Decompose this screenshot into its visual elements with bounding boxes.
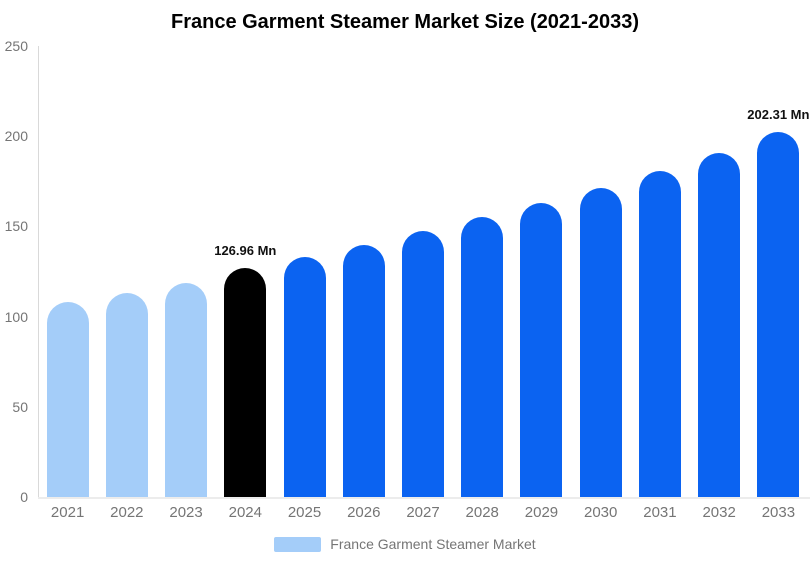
y-axis-line [38, 46, 39, 497]
bar-2029[interactable] [520, 202, 563, 497]
bar-2026[interactable] [342, 244, 385, 497]
bar-value-label-2033: 202.31 Mn [747, 107, 810, 123]
bar-2023[interactable] [165, 282, 208, 497]
bar-2027[interactable] [402, 231, 444, 497]
x-axis-label-2023: 2023 [169, 504, 203, 521]
x-axis-label-2022: 2022 [110, 504, 144, 521]
y-axis-tick-label-200: 200 [4, 128, 28, 145]
x-axis-label-2028: 2028 [465, 504, 499, 521]
bar-2024[interactable] [224, 267, 267, 497]
y-axis-tick-label-100: 100 [4, 308, 28, 325]
x-axis-label-2026: 2026 [347, 504, 381, 521]
x-axis-label-2024: 2024 [228, 504, 262, 521]
legend-label[interactable]: France Garment Steamer Market [330, 536, 536, 552]
x-axis-line [38, 497, 810, 499]
bar-2033[interactable] [757, 132, 800, 497]
bar-value-label-2024: 126.96 Mn [214, 242, 277, 258]
x-axis-label-2027: 2027 [406, 504, 440, 521]
x-axis-label-2030: 2030 [584, 504, 618, 521]
y-axis-tick-label-150: 150 [4, 218, 28, 235]
x-axis-label-2025: 2025 [287, 504, 322, 521]
x-axis-label-2021: 2021 [50, 504, 85, 521]
bar-2031[interactable] [638, 171, 681, 497]
bar-2032[interactable] [698, 152, 741, 497]
y-axis-tick-label-50: 50 [12, 398, 28, 415]
legend[interactable]: France Garment Steamer Market [0, 537, 810, 552]
bar-2021[interactable] [46, 302, 89, 497]
x-axis-label-2032: 2032 [702, 504, 736, 521]
legend-swatch-icon[interactable] [274, 537, 322, 552]
x-axis-label-2031: 2031 [643, 504, 677, 521]
y-axis-tick-label-250: 250 [4, 38, 28, 54]
chart-title: France Garment Steamer Market Size (2021… [170, 11, 639, 33]
x-axis-label-2029: 2029 [524, 504, 559, 521]
bar-2030[interactable] [579, 188, 622, 497]
x-axis-label-2033: 2033 [761, 504, 796, 521]
bar-2025[interactable] [283, 256, 326, 497]
bar-2028[interactable] [461, 217, 504, 497]
y-axis-tick-label-0: 0 [20, 489, 28, 505]
bar-2022[interactable] [105, 293, 148, 497]
